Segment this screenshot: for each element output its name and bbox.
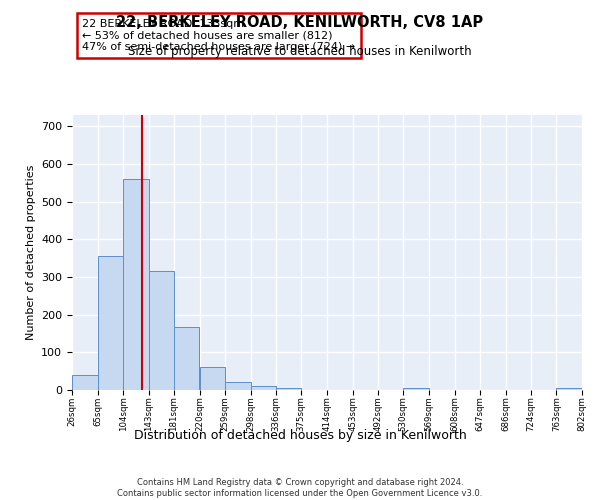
Y-axis label: Number of detached properties: Number of detached properties — [26, 165, 35, 340]
Bar — [72, 375, 98, 390]
Bar — [403, 388, 429, 390]
Bar — [174, 326, 199, 390]
Bar — [251, 386, 276, 390]
Bar — [123, 179, 149, 390]
Text: Distribution of detached houses by size in Kenilworth: Distribution of detached houses by size … — [134, 428, 466, 442]
Text: 22 BERKELEY ROAD: 133sqm
← 53% of detached houses are smaller (812)
47% of semi-: 22 BERKELEY ROAD: 133sqm ← 53% of detach… — [82, 18, 355, 52]
Text: Size of property relative to detached houses in Kenilworth: Size of property relative to detached ho… — [128, 45, 472, 58]
Text: 22, BERKELEY ROAD, KENILWORTH, CV8 1AP: 22, BERKELEY ROAD, KENILWORTH, CV8 1AP — [116, 15, 484, 30]
Bar — [199, 366, 225, 390]
Bar — [276, 388, 301, 390]
Bar — [98, 256, 123, 390]
Bar — [225, 382, 251, 390]
Bar — [556, 388, 582, 390]
Bar — [149, 272, 174, 390]
Text: Contains HM Land Registry data © Crown copyright and database right 2024.
Contai: Contains HM Land Registry data © Crown c… — [118, 478, 482, 498]
